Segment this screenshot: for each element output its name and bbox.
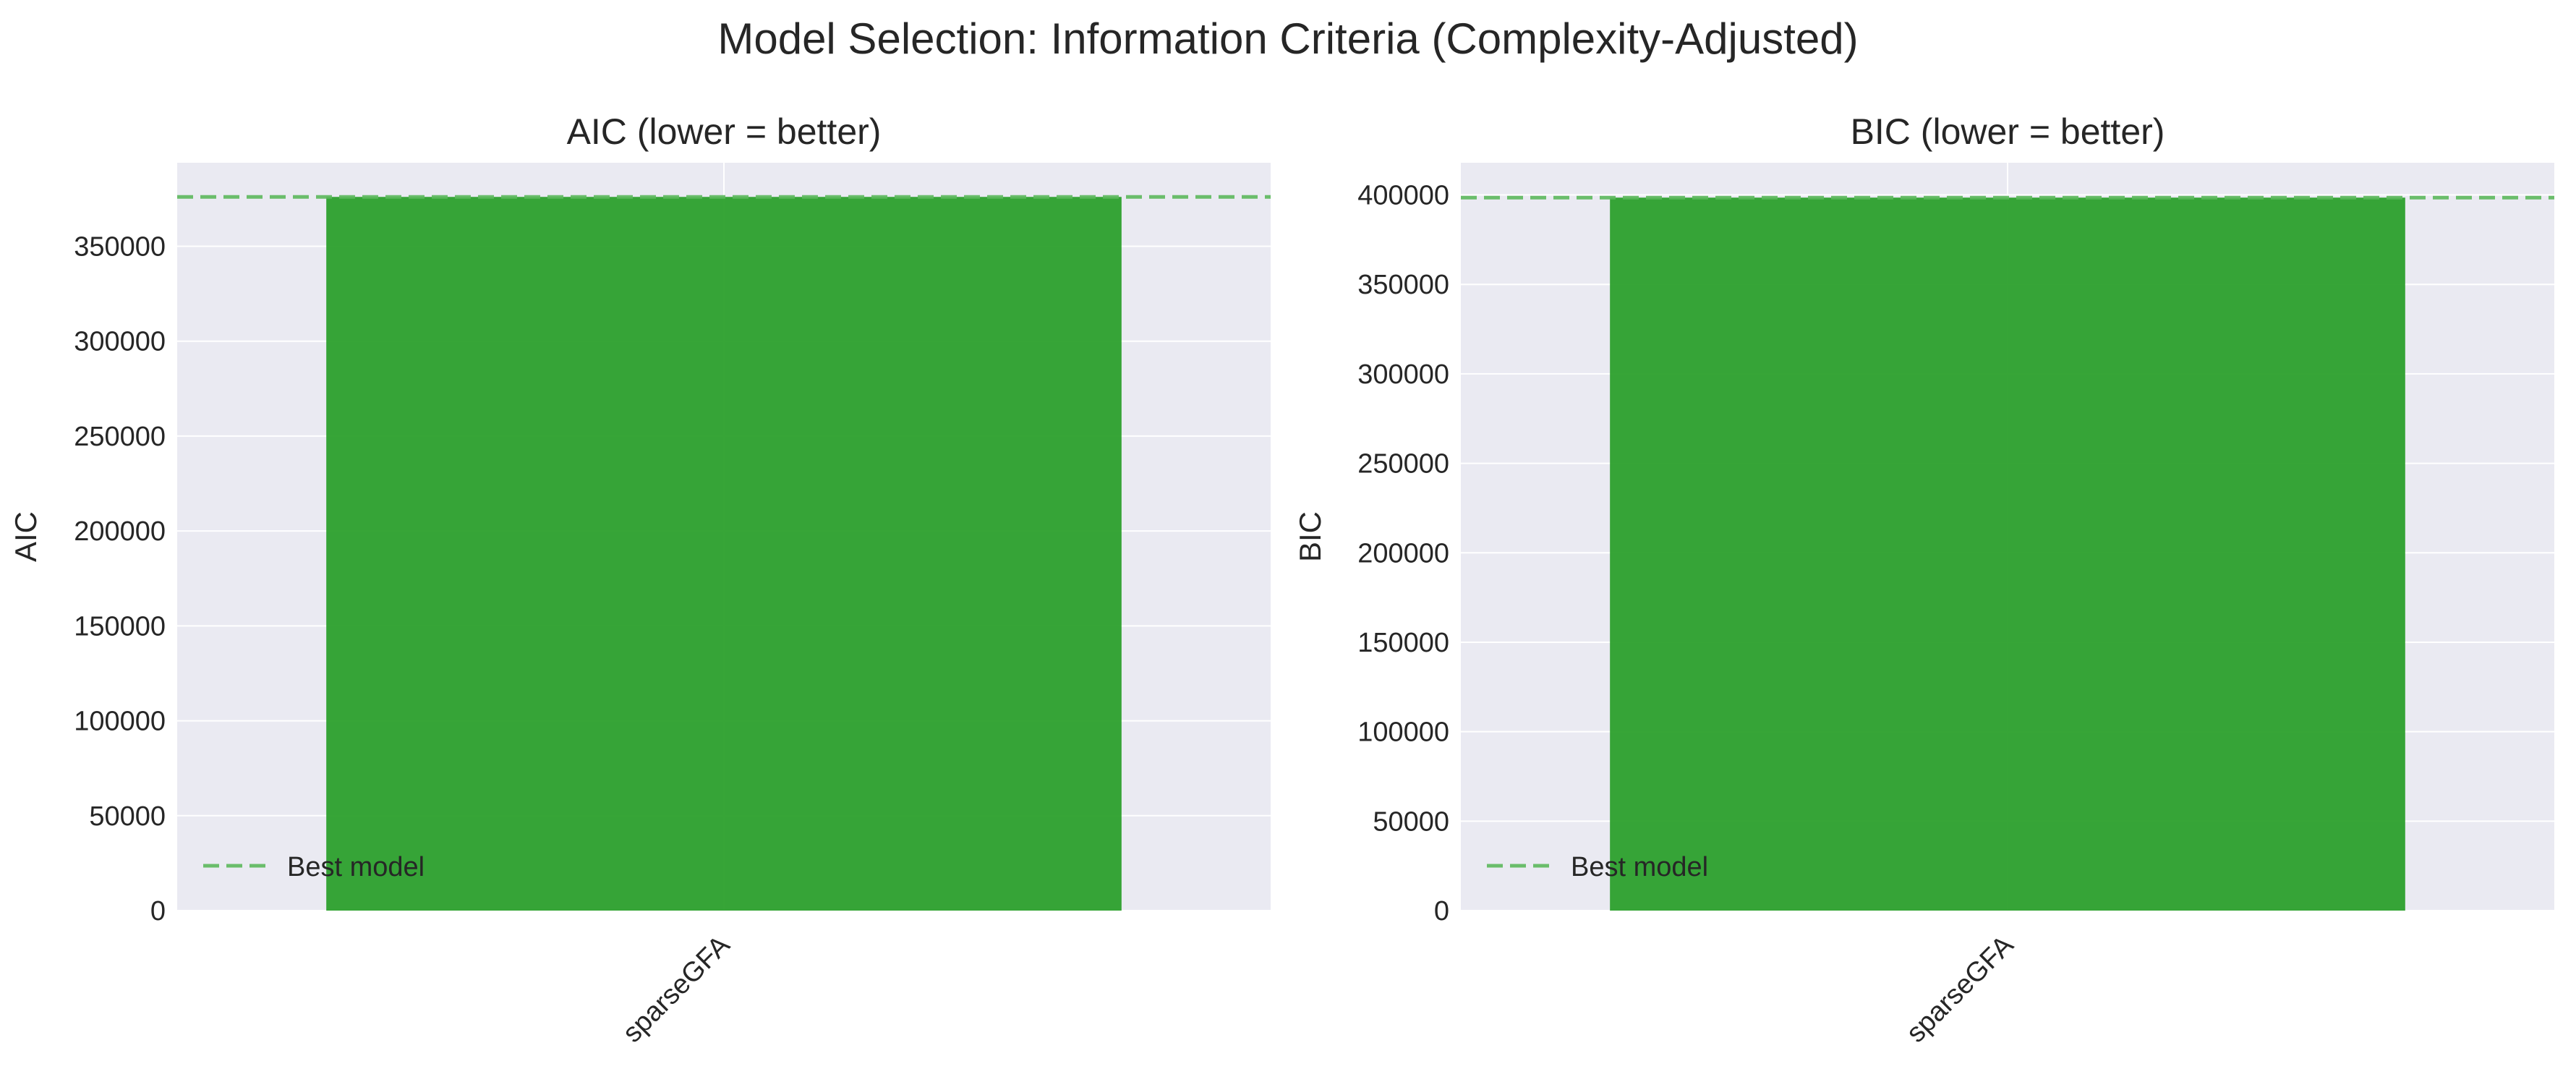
legend-label: Best model <box>287 852 425 882</box>
bic-panel: 0 50000 100000 150000 200000 250000 300000 3500… <box>1293 111 2554 1049</box>
y-tick-label: 100000 <box>1357 717 1449 748</box>
figure-title: Model Selection: Information Criteria (C… <box>717 14 1858 63</box>
y-tick-label: 250000 <box>74 422 166 452</box>
y-tick-label: 0 <box>150 896 166 927</box>
panel-title: AIC (lower = better) <box>567 111 882 152</box>
y-tick-label: 100000 <box>74 707 166 737</box>
legend-label: Best model <box>1571 852 1708 882</box>
x-tick-label: sparseGFA <box>1901 929 2020 1049</box>
y-tick-label: 0 <box>1434 896 1449 927</box>
y-tick-label: 300000 <box>1357 359 1449 390</box>
y-tick-label: 300000 <box>74 327 166 357</box>
y-tick-label: 200000 <box>1357 538 1449 568</box>
y-tick-label: 400000 <box>1357 181 1449 211</box>
y-axis-label: BIC <box>1293 511 1327 562</box>
y-tick-label: 350000 <box>1357 270 1449 300</box>
bar-sparseGFA <box>326 197 1122 911</box>
y-tick-label: 350000 <box>74 231 166 262</box>
aic-panel: 0 50000 100000 150000 200000 250000 300000 3500… <box>9 111 1271 1049</box>
x-tick-label: sparseGFA <box>617 929 736 1049</box>
y-tick-label: 150000 <box>74 611 166 642</box>
y-tick-label: 50000 <box>89 801 166 832</box>
y-axis-label: AIC <box>9 511 43 562</box>
y-tick-label: 250000 <box>1357 449 1449 480</box>
y-tick-label: 150000 <box>1357 628 1449 658</box>
y-tick-label: 200000 <box>74 516 166 547</box>
panel-title: BIC (lower = better) <box>1851 111 2165 152</box>
bar-sparseGFA <box>1610 197 2405 911</box>
y-tick-label: 50000 <box>1373 806 1449 837</box>
